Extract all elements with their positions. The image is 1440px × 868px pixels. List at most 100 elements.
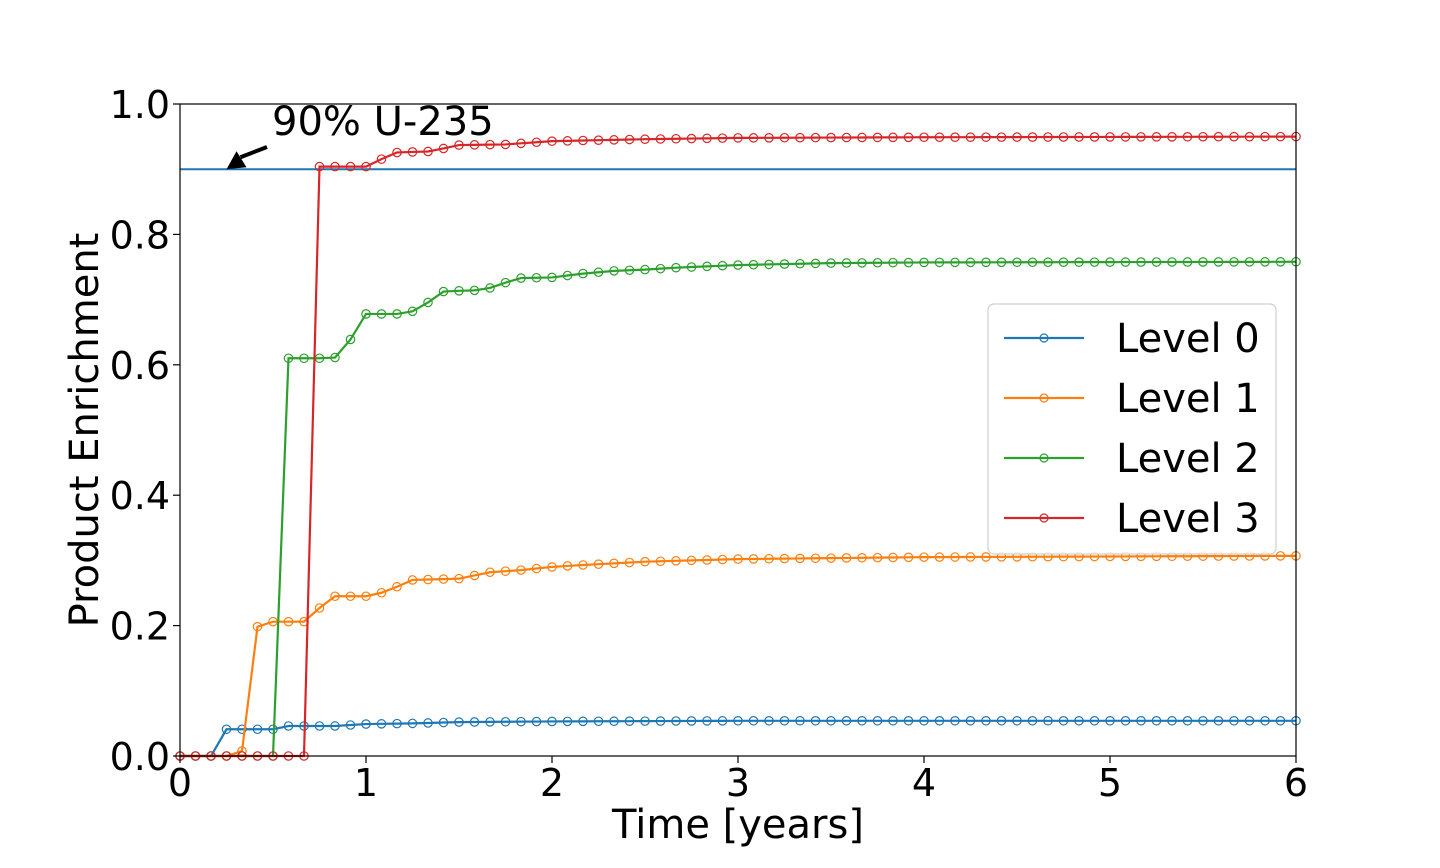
data-point xyxy=(330,591,340,602)
y-tick-label: 0.8 xyxy=(110,213,170,257)
annotation-label: 90% U-235 xyxy=(272,99,494,145)
data-point xyxy=(345,591,356,602)
data-point xyxy=(1229,715,1239,726)
data-point xyxy=(795,553,805,564)
data-point xyxy=(531,716,542,727)
data-point xyxy=(1074,715,1084,726)
data-point xyxy=(717,716,728,726)
legend: Level 0 Level 1 Level 2 Level 3 xyxy=(987,303,1277,555)
data-point xyxy=(376,719,387,729)
data-point xyxy=(531,137,542,148)
data-point xyxy=(888,132,898,143)
data-point xyxy=(516,716,526,727)
x-tick-label: 5 xyxy=(1098,761,1122,805)
data-point xyxy=(795,258,805,269)
data-point xyxy=(1244,131,1255,142)
data-point xyxy=(702,555,712,565)
data-point xyxy=(950,257,960,268)
data-point xyxy=(1120,715,1131,726)
data-point xyxy=(826,715,836,726)
data-point xyxy=(919,552,929,562)
data-point xyxy=(283,353,294,364)
data-point xyxy=(624,716,635,726)
data-point xyxy=(748,715,759,726)
data-point xyxy=(996,257,1007,268)
data-point xyxy=(593,135,604,145)
data-point xyxy=(578,135,588,146)
data-point xyxy=(717,554,728,565)
data-point xyxy=(857,258,867,268)
data-point xyxy=(841,258,852,268)
data-point xyxy=(655,556,666,567)
data-point xyxy=(531,563,542,574)
data-point xyxy=(872,132,883,143)
data-point xyxy=(655,263,666,274)
annotation-arrowhead xyxy=(226,151,247,170)
data-point xyxy=(1151,257,1162,267)
data-point xyxy=(671,716,681,726)
annotation-arrow-shaft xyxy=(239,145,268,160)
data-point xyxy=(1229,131,1239,142)
data-point xyxy=(779,553,790,564)
data-point xyxy=(934,552,945,562)
data-point xyxy=(671,262,681,273)
data-point xyxy=(1198,715,1208,726)
data-point xyxy=(578,560,588,570)
data-point xyxy=(531,272,542,283)
series-level-0 xyxy=(175,715,1301,761)
data-point xyxy=(965,552,976,562)
data-point xyxy=(934,257,945,268)
data-point xyxy=(857,132,867,143)
y-tick-label: 0.4 xyxy=(110,474,170,518)
data-point xyxy=(392,581,402,592)
data-point xyxy=(423,574,433,585)
data-point xyxy=(1229,257,1239,267)
data-point xyxy=(903,257,914,268)
legend-swatch-marker xyxy=(1039,393,1049,403)
data-point xyxy=(314,721,325,731)
data-point xyxy=(748,259,759,270)
data-point xyxy=(283,721,294,731)
data-point xyxy=(1120,132,1131,142)
data-point xyxy=(965,257,976,268)
data-point xyxy=(547,272,557,283)
data-point xyxy=(1089,257,1100,267)
data-point xyxy=(345,720,356,730)
data-point xyxy=(1120,257,1131,267)
data-point xyxy=(1089,132,1100,142)
data-point xyxy=(779,715,790,726)
data-point xyxy=(872,257,883,268)
data-point xyxy=(748,554,759,564)
data-point xyxy=(1260,257,1270,267)
data-point xyxy=(903,132,914,143)
data-point xyxy=(1167,257,1177,267)
data-point xyxy=(593,559,604,569)
data-point xyxy=(454,573,464,584)
data-point xyxy=(919,132,929,143)
data-point xyxy=(826,553,836,563)
data-point xyxy=(609,135,619,145)
data-point xyxy=(1027,132,1038,142)
data-point xyxy=(1105,715,1115,726)
data-point xyxy=(237,724,247,735)
data-point xyxy=(795,132,805,143)
data-point xyxy=(1275,257,1286,267)
data-point xyxy=(500,139,511,150)
data-point xyxy=(1260,715,1270,726)
data-point xyxy=(1275,131,1286,142)
data-point xyxy=(593,267,604,278)
data-point xyxy=(516,273,526,283)
data-point xyxy=(950,132,960,142)
data-point xyxy=(438,717,449,728)
data-point xyxy=(671,133,681,144)
x-tick-label: 2 xyxy=(540,761,564,805)
data-point xyxy=(500,277,511,288)
x-tick-label: 1 xyxy=(354,761,378,805)
data-point xyxy=(640,716,650,726)
data-point xyxy=(981,552,991,562)
data-point xyxy=(1027,715,1038,726)
data-point xyxy=(407,718,418,729)
data-point xyxy=(609,558,619,569)
data-point xyxy=(547,136,557,146)
data-point xyxy=(562,716,573,727)
